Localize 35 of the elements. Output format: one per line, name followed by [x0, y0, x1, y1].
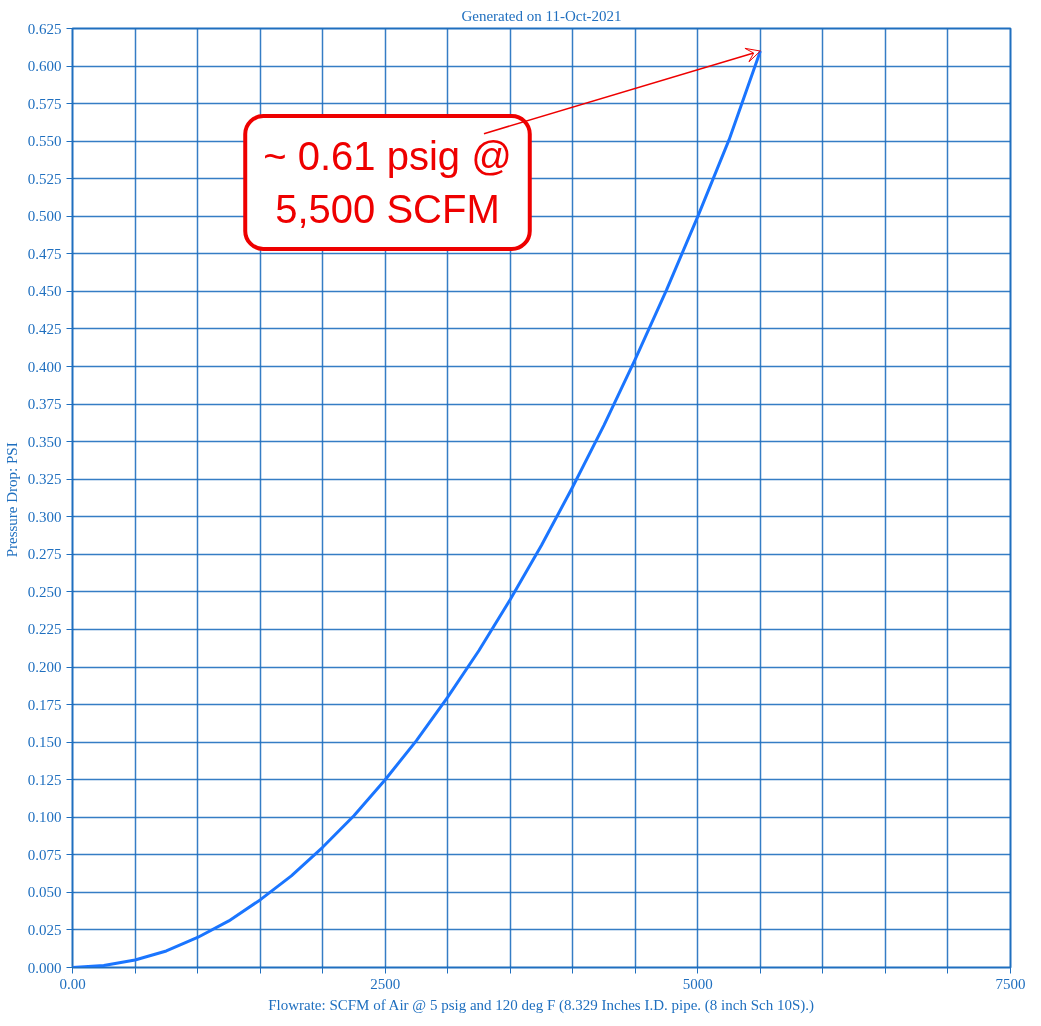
- y-tick-label: 0.375: [27, 396, 62, 413]
- y-tick-label: 0.075: [27, 846, 62, 863]
- annotation: ~ 0.61 psig @ 5,500 SCFM: [263, 134, 512, 231]
- y-tick-label: 0.050: [27, 884, 62, 901]
- x-tick-label: 7500: [995, 975, 1026, 992]
- y-tick-label: 0.400: [27, 358, 62, 375]
- y-tick-label: 0.550: [27, 133, 62, 150]
- y-tick-label: 0.450: [27, 283, 62, 300]
- y-tick-label: 0.225: [27, 621, 62, 638]
- y-tick-label: 0.000: [27, 959, 62, 976]
- y-tick-label: 0.575: [27, 95, 62, 112]
- y-tick-label: 0.425: [27, 320, 62, 337]
- y-tick-label: 0.175: [27, 696, 62, 713]
- x-axis-title: Flowrate: SCFM of Air @ 5 psig and 120 deg F (8.329 Inches I.D. pipe. (8 inch Sch 10S).): [268, 996, 815, 1014]
- y-tick-label: 0.125: [27, 771, 62, 788]
- y-tick-label: 0.525: [27, 170, 62, 187]
- x-tick-label: 5000: [682, 975, 713, 992]
- y-tick-label: 0.600: [27, 58, 62, 75]
- y-tick-label: 0.625: [27, 20, 62, 37]
- y-tick-label: 0.475: [27, 245, 62, 262]
- y-tick-label: 0.300: [27, 508, 62, 525]
- y-tick-label: 0.500: [27, 208, 62, 225]
- x-tick-label: 0.00: [59, 975, 86, 992]
- x-tick-label: 2500: [370, 975, 401, 992]
- y-tick-label: 0.025: [27, 921, 62, 938]
- y-tick-label: 0.100: [27, 809, 62, 826]
- y-axis-title: Pressure Drop: PSI: [3, 442, 20, 558]
- y-tick-label: 0.350: [27, 433, 62, 450]
- y-tick-label: 0.325: [27, 471, 62, 488]
- y-tick-label: 0.150: [27, 734, 62, 751]
- y-tick-label: 0.200: [27, 659, 62, 676]
- y-tick-label: 0.250: [27, 583, 62, 600]
- y-tick-label: 0.275: [27, 546, 62, 563]
- chart-title: Generated on 11-Oct-2021: [461, 7, 622, 24]
- line-series: [72, 49, 762, 968]
